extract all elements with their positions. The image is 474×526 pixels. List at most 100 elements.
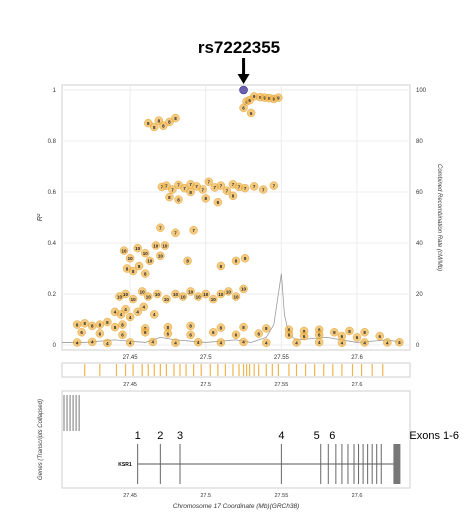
snp-point-label: 4 — [220, 340, 223, 345]
snp-point-label: 10 — [131, 297, 137, 302]
snp-point-label: 8 — [303, 329, 306, 334]
snp-point-label: 4 — [174, 341, 177, 346]
snp-point-label: 8 — [217, 200, 220, 205]
snp-point-label: 6 — [250, 111, 253, 116]
exon-label: 3 — [177, 430, 183, 442]
x-tick-label: 27.6 — [351, 355, 363, 361]
snp-point-label: 8 — [318, 328, 321, 333]
snp-point-label: 8 — [168, 120, 171, 125]
snp-point-label: 8 — [153, 125, 156, 130]
y-tick-label: 0 — [53, 343, 57, 349]
snp-point — [186, 187, 195, 197]
snp-point-label: 8 — [91, 324, 94, 329]
snp-point-label: 4 — [242, 340, 245, 345]
snp-point — [171, 338, 180, 347]
snp-point — [137, 287, 147, 296]
snp-point — [116, 310, 126, 319]
snp-point-label: 8 — [232, 194, 235, 199]
snp-point — [180, 183, 189, 193]
snp-point — [144, 292, 153, 301]
snp-point-label: 6 — [248, 98, 251, 103]
snp-point — [171, 289, 180, 299]
y2-axis-label: Combined Recombination Rate (cM/Mb) — [436, 164, 442, 271]
snp-point-label: 8 — [235, 259, 238, 264]
snp-point-label: 9 — [253, 94, 256, 99]
snp-point — [209, 294, 218, 304]
snp-point — [163, 329, 173, 338]
snp-point-label: 6 — [257, 331, 260, 336]
lead-snp-arrow-head — [237, 74, 250, 84]
exon-label: 2 — [157, 430, 163, 442]
snp-point-label: 7 — [220, 183, 223, 188]
snp-point-label: 6 — [288, 333, 291, 338]
exon-label: 4 — [278, 430, 284, 442]
snp-point — [171, 228, 180, 238]
snp-point-label: 8 — [76, 322, 79, 327]
snp-point — [162, 181, 171, 190]
snp-point-label: 9 — [263, 95, 266, 100]
snp-point-label: 10 — [203, 292, 209, 297]
snp-point-label: 10 — [123, 292, 129, 297]
snp-point — [168, 185, 177, 194]
snp-point — [292, 338, 301, 347]
snp-point-label: 7 — [253, 184, 256, 189]
snp-point — [186, 321, 195, 331]
snp-point-label: 4 — [129, 340, 132, 345]
snp-point-label: 8 — [333, 330, 336, 335]
snp-point — [216, 181, 226, 190]
snp-point — [193, 337, 203, 347]
snp-point-label: 10 — [128, 256, 134, 261]
snp-point — [95, 329, 105, 338]
snp-point-label: 9 — [259, 95, 262, 100]
snp-point-label: 7 — [183, 186, 186, 191]
snp-point-label: 10 — [147, 259, 153, 264]
snp-point-label: 8 — [363, 330, 366, 335]
snp-point — [77, 328, 86, 337]
snp-point — [262, 324, 271, 333]
snp-point — [352, 333, 362, 342]
snp-point — [193, 292, 203, 301]
snp-point-label: 8 — [288, 328, 291, 333]
snp-point — [141, 248, 150, 258]
exon-label: 6 — [329, 430, 335, 442]
snp-point — [153, 289, 162, 299]
snp-point — [80, 319, 89, 328]
snp-point — [165, 192, 174, 202]
snp-point — [141, 328, 150, 337]
snp-point-label: 6 — [378, 334, 381, 339]
snp-point — [239, 337, 248, 347]
snp-point — [315, 337, 324, 347]
lead-snp-point — [239, 85, 248, 95]
snp-point — [345, 326, 354, 336]
snp-point-label: 4 — [398, 340, 401, 345]
snp-point-label: 8 — [132, 269, 135, 274]
snp-point — [201, 289, 210, 299]
exon-range-label: Exons 1-6 — [409, 430, 459, 442]
snp-point — [118, 330, 127, 339]
y2-tick-label: 40 — [416, 241, 423, 247]
snp-point — [375, 331, 384, 341]
snp-point-label: 8 — [147, 121, 150, 126]
snp-point — [72, 338, 82, 347]
snp-point — [231, 256, 241, 266]
snp-point — [159, 121, 168, 130]
snp-point-label: 8 — [220, 325, 223, 330]
rug-x-tick-label: 27.6 — [352, 382, 363, 388]
rug-x-tick-label: 27.45 — [123, 382, 137, 388]
gene-x-tick-label: 27.45 — [123, 493, 137, 499]
snp-point-label: 8 — [265, 326, 268, 331]
snp-point — [222, 186, 232, 195]
snp-point — [141, 269, 150, 278]
snp-point — [395, 337, 404, 347]
rug-panel-frame — [61, 362, 411, 378]
snp-point — [198, 185, 207, 194]
snp-point-label: 6 — [341, 334, 344, 339]
snp-point-label: 10 — [196, 294, 202, 299]
snp-point — [239, 322, 248, 332]
x-tick-label: 27.55 — [274, 355, 290, 361]
snp-point — [128, 294, 138, 304]
gene-x-axis-label: Chromosome 17 Coordinate (Mb)(GRCh38) — [173, 503, 299, 510]
snp-point — [360, 338, 369, 347]
snp-point-label: 6 — [80, 330, 83, 335]
snp-point-label: 10 — [218, 292, 224, 297]
